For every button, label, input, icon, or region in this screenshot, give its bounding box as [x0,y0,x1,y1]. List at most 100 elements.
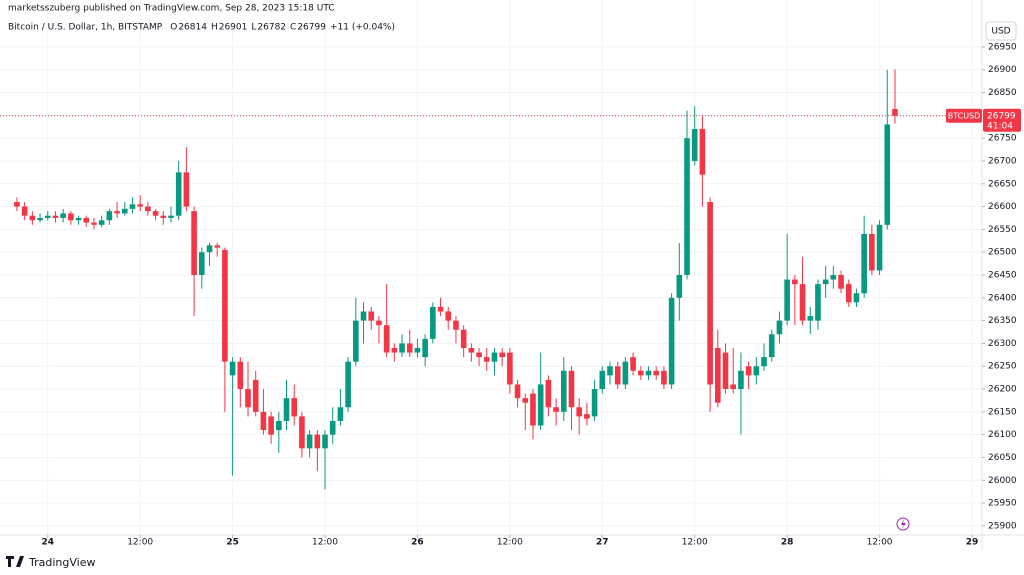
candle-body [753,366,760,376]
candle-body [406,343,413,353]
candle-body [476,352,482,358]
candle-body [545,379,552,408]
y-tick-label: 26750 [988,134,1017,144]
change: +11 (+0.04%) [330,23,395,33]
x-tick-label: 26 [411,538,424,548]
candle-body [584,414,590,419]
candle-body [252,379,259,412]
candle-body [206,245,213,253]
candle-body [214,245,220,248]
candle-body [391,347,398,353]
candle-body [414,347,421,353]
countdown: 41:04 [987,121,1013,131]
candle-body [14,202,20,207]
candle-body [145,206,151,212]
x-tick-label: 12:00 [867,538,893,548]
publisher: marketsszuberg published on TradingView.… [8,4,335,14]
event-bolt[interactable] [901,519,906,529]
legend-value: 26782 [257,23,286,33]
currency-box[interactable] [985,21,1017,41]
candle-body [121,208,128,214]
candle-body [44,215,51,218]
event-icon[interactable] [896,517,910,531]
chart-title: Bitcoin / U.S. Dollar, 1h, BITSTAMP [8,23,163,33]
candle-body [830,274,837,280]
y-tick-label: 26250 [988,362,1017,372]
candle-body [75,217,82,221]
candle-body [653,370,660,376]
candle-body [222,249,228,362]
y-tick-label: 26500 [988,248,1017,258]
candle-body [661,370,667,385]
candle-body [676,274,683,298]
candle-body [191,211,197,275]
candle-body [876,224,883,271]
candle-body [607,366,613,376]
candle-body [622,361,629,385]
candle-body [869,233,875,271]
candle-body [684,138,690,275]
x-tick-label: 12:00 [312,538,338,548]
candle-body [60,213,66,218]
candle-body [807,316,814,321]
x-tick-label: 12:00 [682,538,708,548]
candle-body [514,384,521,399]
candle-body [437,306,444,312]
candle-body [483,357,490,362]
y-tick-label: 26200 [988,385,1017,395]
candle-body [568,370,575,408]
candle-body [368,311,375,321]
candle-body [776,320,783,335]
candle-body [52,215,59,218]
candle-body [329,420,336,435]
candle-body [337,407,344,421]
candle-body [861,233,867,294]
grid [0,0,982,535]
candle-body [845,284,852,303]
candle-body [576,407,582,417]
candle-body [376,320,382,326]
y-tick-label: 26300 [988,339,1017,349]
candle-body [345,361,351,408]
candle-body [299,416,305,449]
candle-body [183,172,190,207]
candle-body [68,213,74,221]
candle-body [152,211,159,216]
logo-icon[interactable] [6,556,24,567]
candle-body [707,202,713,385]
candle-body [83,217,90,223]
candle-body [815,284,821,321]
candle-body [715,347,721,403]
last-price: 26799 [987,111,1016,121]
candle-body [21,206,28,216]
x-tick-label: 12:00 [127,538,153,548]
candle-body [306,434,313,449]
currency[interactable]: USD [991,27,1010,37]
candle-body [245,389,251,408]
candle-body [853,293,860,303]
candle-body [460,329,467,348]
candle-body [137,204,143,207]
candle-body [29,215,36,221]
candle-body [768,334,775,358]
y-tick-label: 26000 [988,476,1017,486]
brand[interactable]: TradingView [28,556,95,569]
candle-body [353,320,359,362]
legend-label: L [251,23,256,33]
x-tick-label: 28 [781,538,794,548]
candle-body [792,279,798,285]
brand-logo[interactable]: TradingView [6,556,95,569]
x-tick-label: 29 [966,538,979,548]
candle-body [799,284,806,321]
legend-value: 26814 [178,23,207,33]
candle-body [114,211,120,214]
candle-body [322,434,328,449]
candle-body [175,172,182,216]
x-tick-label: 24 [41,538,54,548]
candle-body [784,279,790,321]
candle-body [91,222,97,225]
y-tick-label: 25900 [988,521,1017,531]
y-tick-label: 26400 [988,293,1017,303]
candle-body [599,370,606,390]
